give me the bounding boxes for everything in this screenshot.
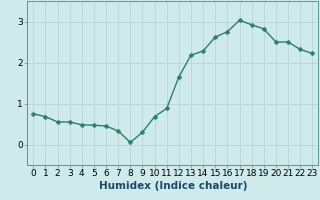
X-axis label: Humidex (Indice chaleur): Humidex (Indice chaleur)	[99, 181, 247, 191]
